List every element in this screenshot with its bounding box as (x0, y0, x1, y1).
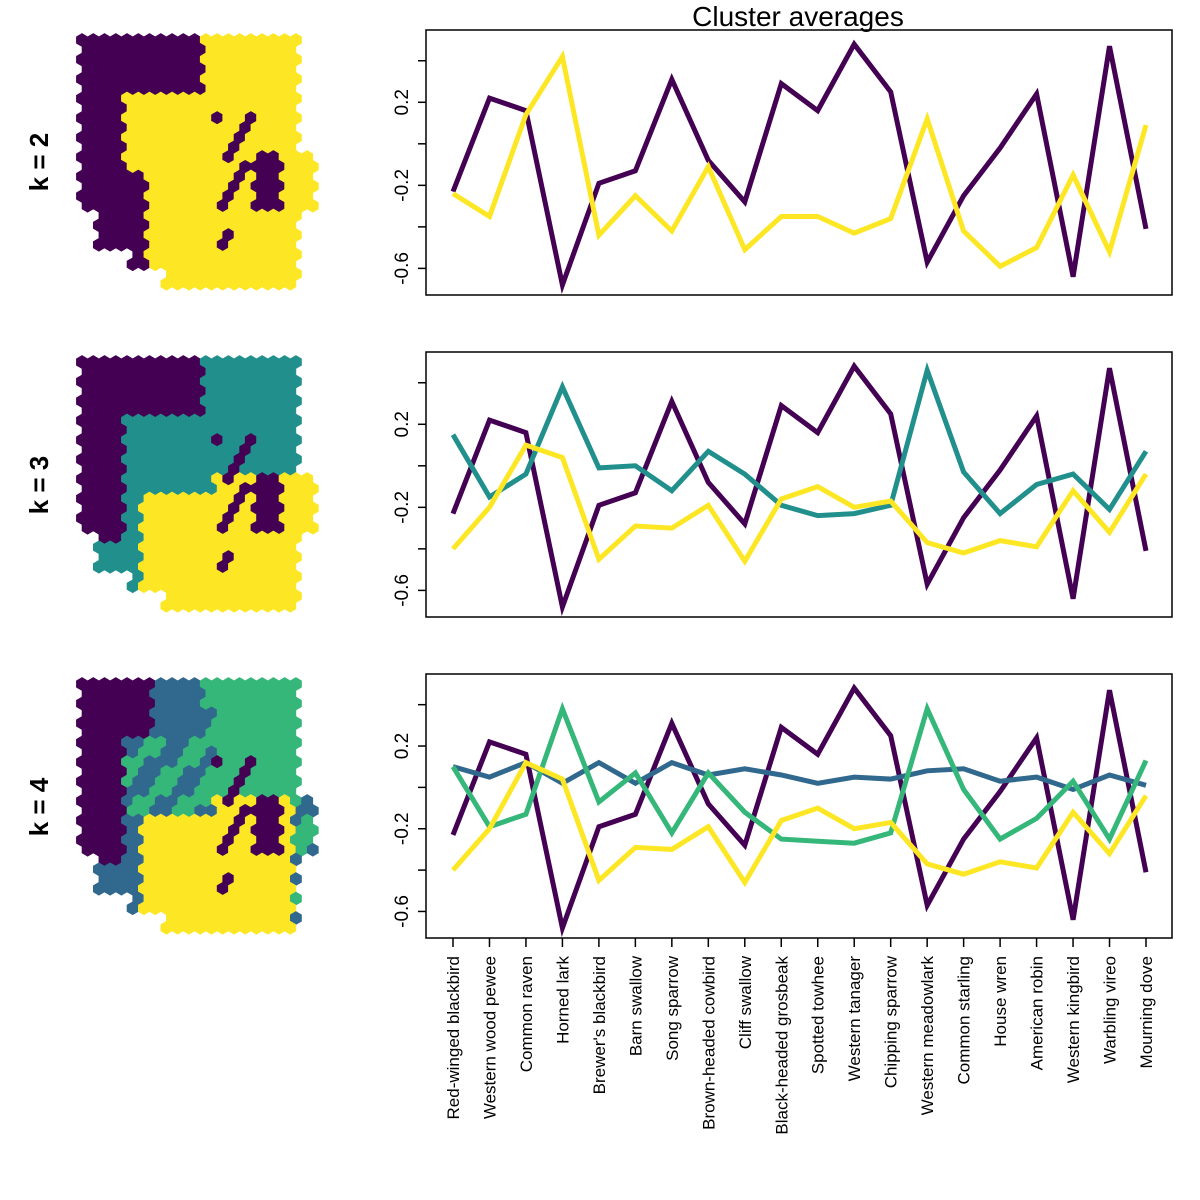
x-tick-label: Red-winged blackbird (444, 956, 463, 1119)
x-tick-label: Brewer's blackbird (590, 956, 609, 1094)
cluster-map-k4 (76, 677, 319, 935)
cluster-map-k3 (76, 355, 319, 613)
y-tick-label: -0.2 (392, 491, 413, 524)
chart-panel-2: -0.6 -0.2 0.2 (392, 351, 1173, 618)
row-label-k3: k = 3 (24, 456, 54, 515)
x-tick-label: Song sparrow (663, 955, 682, 1061)
y-tick-label: 0.2 (392, 733, 413, 759)
x-tick-label: Chipping sparrow (882, 955, 901, 1088)
series-line-1 (450, 39, 1149, 295)
series-line-2 (452, 759, 1147, 793)
series-line-4 (451, 759, 1149, 888)
x-tick-label: Black-headed grosbeak (772, 956, 791, 1135)
series-line-2 (451, 49, 1149, 270)
x-tick-label: Cliff swallow (736, 955, 755, 1049)
y-tick-label: 0.2 (392, 411, 413, 437)
y-tick-label: -0.2 (392, 169, 413, 202)
x-tick-label: Western kingbird (1064, 956, 1083, 1083)
plot-frame (425, 29, 1173, 296)
x-tick-label: Mourning dove (1137, 956, 1156, 1068)
x-tick-label: Common raven (517, 956, 536, 1072)
x-tick-label: Western meadowlark (918, 956, 937, 1116)
x-tick-label: Western tanager (845, 956, 864, 1082)
x-tick-label: Western wood pewee (480, 956, 499, 1119)
series-line-1 (450, 361, 1149, 617)
x-tick-label: American robin (1028, 956, 1047, 1070)
maps-layer (76, 33, 319, 935)
y-tick-label: -0.2 (392, 812, 413, 845)
y-tick-label: -0.6 (392, 252, 413, 285)
chart-panel-1: -0.6 -0.2 0.2 (392, 29, 1173, 296)
x-tick-label: Common starling (955, 956, 974, 1085)
row-labels: k = 2 k = 3 k = 4 (24, 133, 54, 837)
series-line-2 (450, 361, 1149, 519)
chart-panel-3: -0.6 -0.2 0.2 Red-winged blackbird Western w… (392, 673, 1173, 1135)
y-tick-label: -0.6 (392, 895, 413, 928)
y-tick-label: 0.2 (392, 89, 413, 115)
series-line-3 (450, 701, 1149, 846)
x-tick-label: House wren (991, 956, 1010, 1047)
x-tick-label: Spotted towhee (809, 956, 828, 1074)
series-line-1 (450, 683, 1149, 938)
cluster-map-k2 (76, 33, 319, 291)
plot-frame (425, 673, 1173, 939)
x-tick-label: Barn swallow (626, 955, 645, 1056)
series-line-3 (451, 442, 1149, 567)
row-label-k4: k = 4 (24, 777, 54, 836)
y-tick-label: -0.6 (392, 574, 413, 607)
chart-title: Cluster averages (692, 1, 904, 32)
x-tick-label: Warbling vireo (1101, 956, 1120, 1064)
plot-frame (425, 351, 1173, 618)
charts-layer: -0.6 -0.2 0.2 -0.6 -0.2 0.2 -0.6 -0.2 0.2 Red-win… (392, 29, 1173, 1135)
x-tick-label: Horned lark (553, 956, 572, 1044)
row-label-k2: k = 2 (24, 133, 54, 192)
x-tick-label: Brown-headed cowbird (699, 956, 718, 1130)
